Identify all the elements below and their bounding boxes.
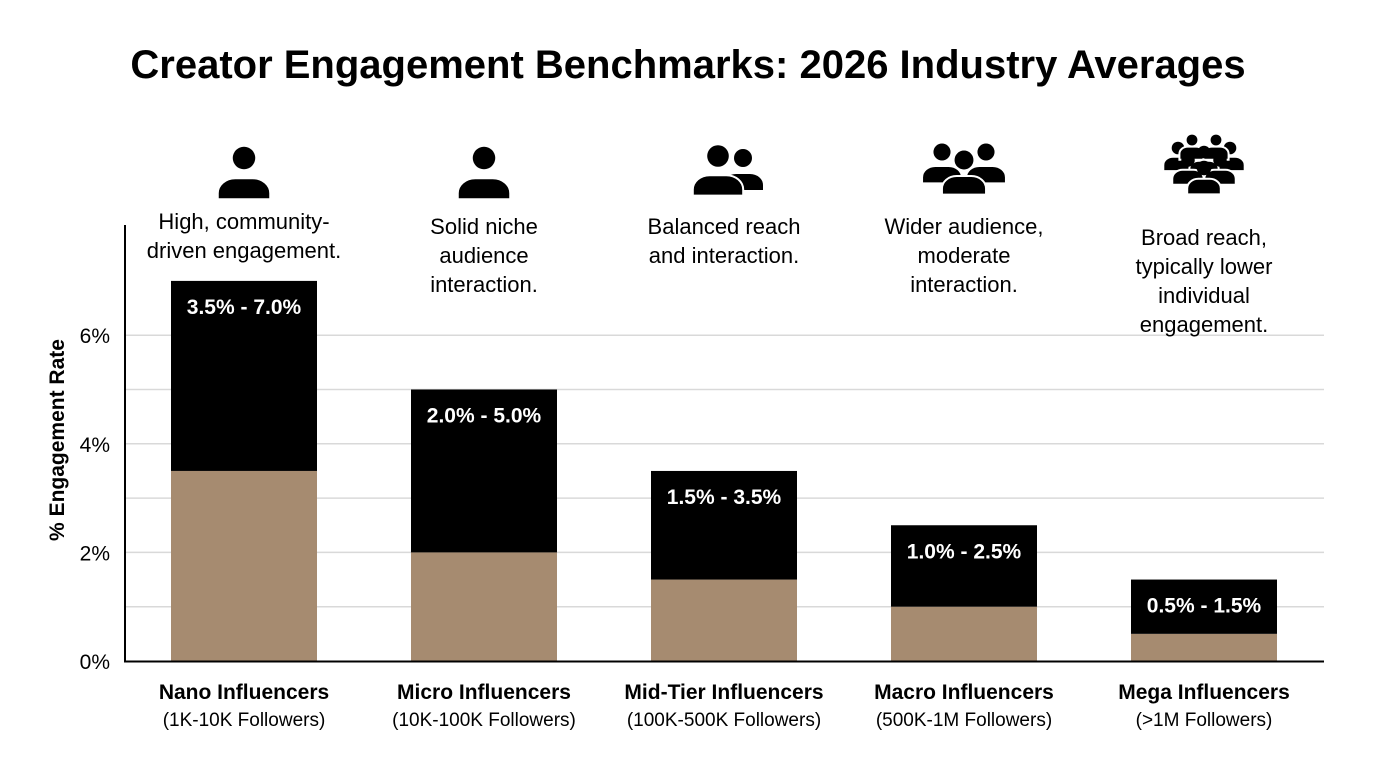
x-tick-label: Macro Influencers: [874, 681, 1054, 704]
data-label: 1.0% - 2.5%: [907, 540, 1022, 563]
y-tick-label: 2%: [80, 542, 110, 565]
annotation-text: interaction.: [910, 272, 1018, 297]
crowd-icon: [1162, 134, 1246, 196]
annotation-text: driven engagement.: [147, 238, 341, 263]
x-tick-label: Mega Influencers: [1118, 681, 1290, 704]
three-people-icon: [921, 143, 1007, 196]
annotation-text: Solid niche: [430, 214, 538, 239]
bar-range: [171, 280, 317, 471]
icons: [216, 134, 1246, 201]
annotation-text: individual: [1158, 283, 1250, 308]
x-tick-sublabel: (10K-100K Followers): [392, 710, 576, 731]
single-person-icon: [216, 146, 272, 201]
annotation-text: audience: [439, 243, 528, 268]
y-tick-label: 4%: [80, 434, 110, 457]
bar-range: [1131, 579, 1277, 634]
bars: [171, 280, 1277, 661]
annotation-text: Wider audience,: [885, 214, 1044, 239]
gridlines: 0% 2% 4% 6%: [80, 325, 1324, 674]
annotation-text: typically lower: [1136, 254, 1273, 279]
annotation-text: High, community-: [158, 209, 329, 234]
bar-range: [891, 525, 1037, 607]
x-tick-sublabel: (1K-10K Followers): [163, 710, 326, 731]
data-label: 0.5% - 1.5%: [1147, 595, 1262, 618]
bar-base: [651, 579, 797, 661]
data-label: 2.0% - 5.0%: [427, 405, 542, 428]
y-axis-label: % Engagement Rate: [46, 339, 69, 541]
annotation-text: interaction.: [430, 272, 538, 297]
x-tick-label: Micro Influencers: [397, 681, 571, 704]
two-people-icon: [691, 145, 765, 197]
bar-range: [411, 389, 557, 553]
data-label: 3.5% - 7.0%: [187, 296, 302, 319]
annotation-text: engagement.: [1140, 312, 1268, 337]
x-tick-sublabel: (100K-500K Followers): [627, 710, 821, 731]
single-person-icon: [456, 146, 512, 201]
annotation-text: moderate: [918, 243, 1011, 268]
bar-range: [651, 470, 797, 580]
data-label: 1.5% - 3.5%: [667, 486, 782, 509]
bar-base: [891, 606, 1037, 661]
annotation-text: and interaction.: [649, 243, 799, 268]
bar-base: [1131, 633, 1277, 661]
y-tick-label: 0%: [80, 651, 110, 674]
annotation-text: Balanced reach: [648, 214, 801, 239]
y-tick-label: 6%: [80, 325, 110, 348]
x-tick-sublabel: (500K-1M Followers): [876, 710, 1052, 731]
x-tick-sublabel: (>1M Followers): [1136, 710, 1273, 731]
x-tick-label: Nano Influencers: [159, 681, 329, 704]
bar-base: [171, 470, 317, 661]
annotation-text: Broad reach,: [1141, 225, 1267, 250]
x-tick-label: Mid-Tier Influencers: [624, 681, 823, 704]
bar-base: [411, 552, 557, 661]
labels: 3.5% - 7.0% Nano Influencers (1K-10K Follo…: [147, 209, 1290, 731]
chart-title: Creator Engagement Benchmarks: 2026 Indu…: [130, 43, 1245, 87]
